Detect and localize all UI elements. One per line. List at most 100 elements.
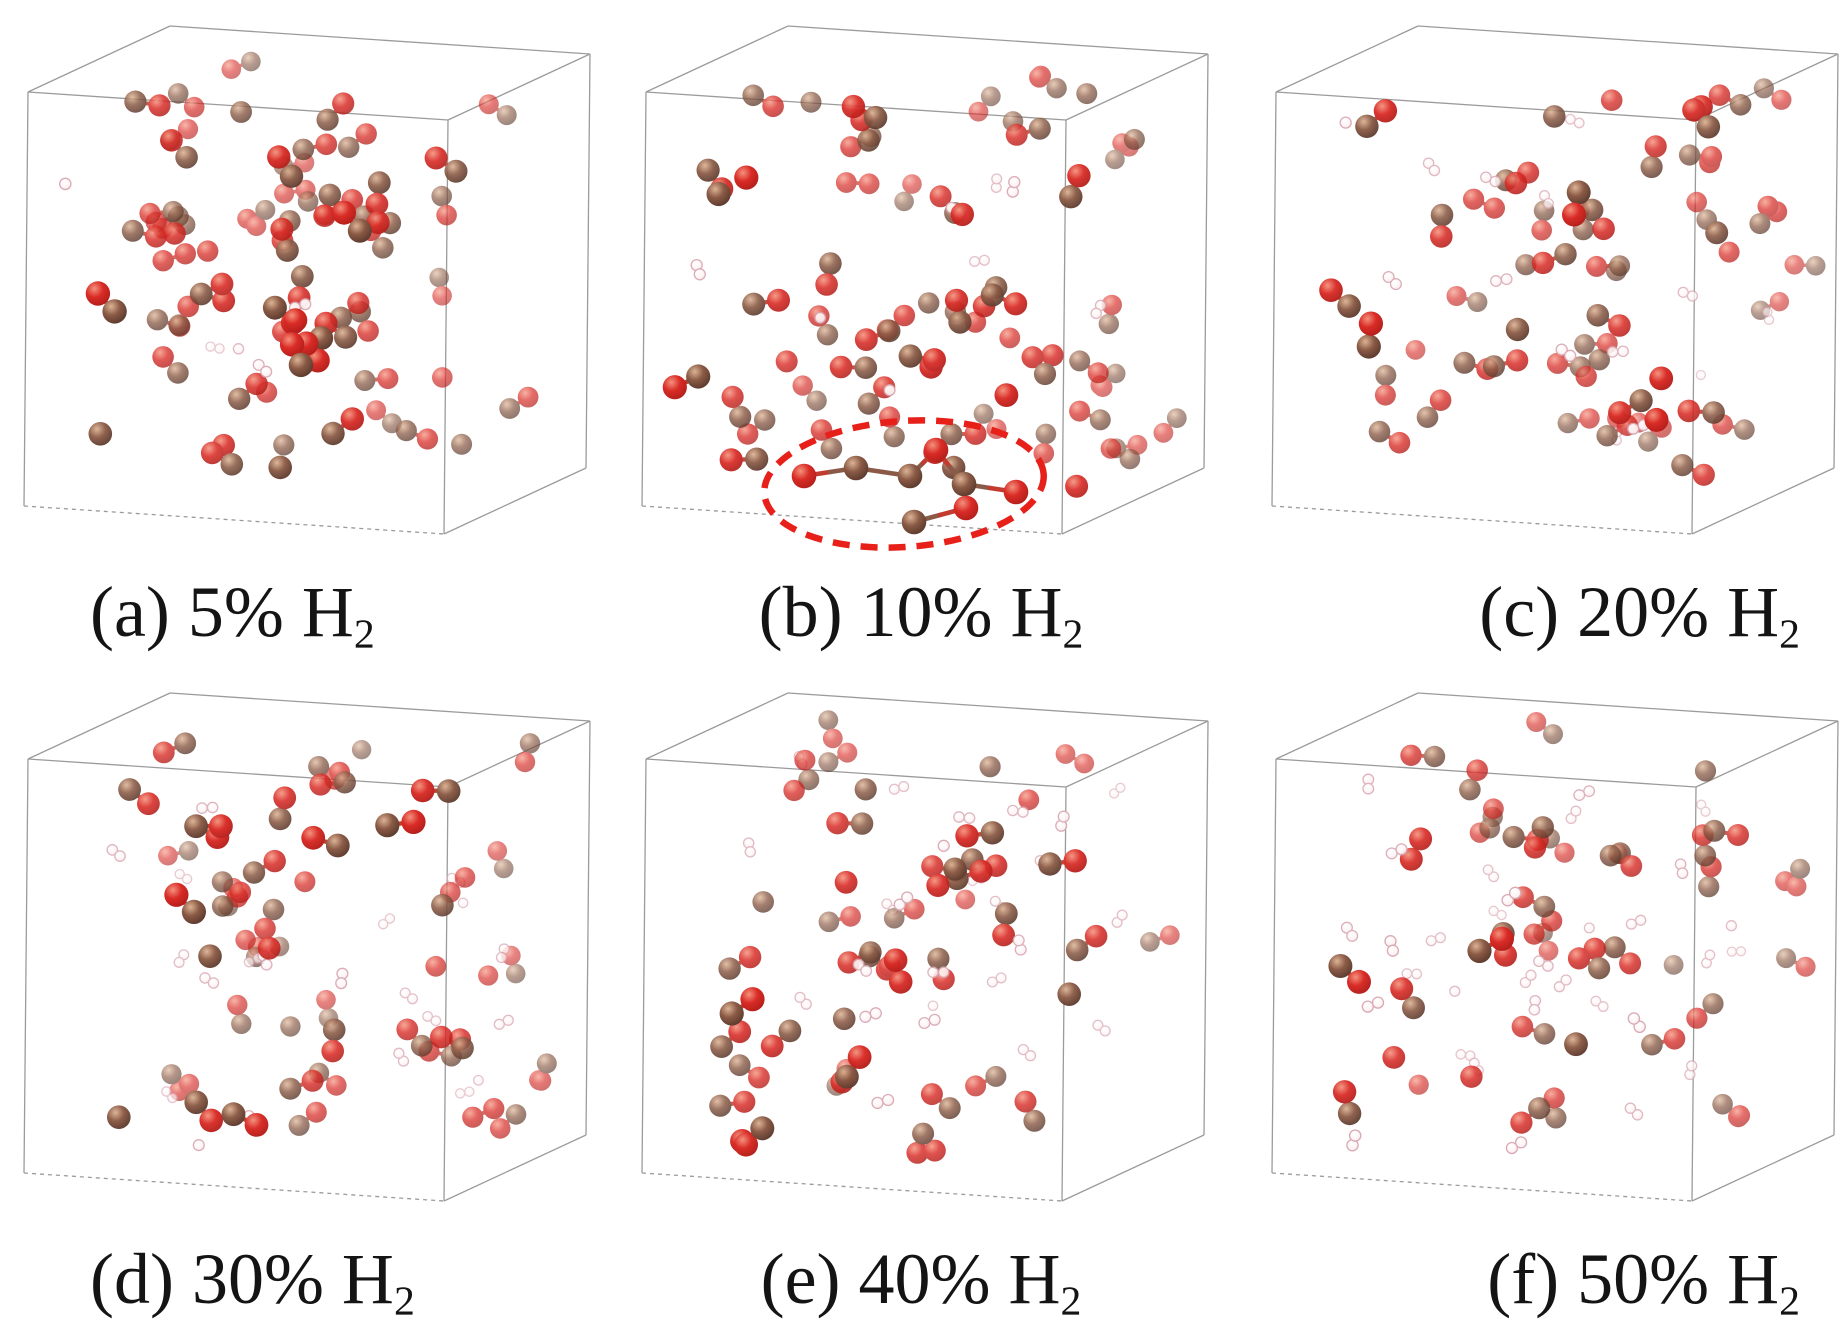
atom-c	[451, 433, 473, 455]
atom-h	[1382, 270, 1395, 284]
atom-c	[1729, 94, 1752, 116]
atom-o	[245, 372, 268, 396]
molecule-h2	[1012, 934, 1027, 956]
molecule-co	[955, 821, 1005, 848]
panel-b: (b) 10% H2	[614, 0, 1228, 667]
simulation-box-f	[1228, 673, 1842, 1229]
atom-o	[783, 779, 805, 802]
molecule-co	[1574, 333, 1618, 355]
atom-c	[898, 344, 922, 368]
atom-h	[1564, 349, 1577, 362]
atom-h	[1695, 369, 1707, 381]
atom-o	[401, 809, 426, 834]
atom-o	[994, 383, 1019, 407]
atom-h	[1489, 175, 1502, 188]
atom-c	[1599, 844, 1622, 867]
atom-h	[214, 343, 225, 354]
atom-h	[457, 897, 469, 909]
atom-o	[340, 407, 364, 431]
molecule-c	[351, 740, 372, 760]
molecule-o	[775, 350, 798, 373]
molecule-h2	[493, 1014, 514, 1030]
molecule-co	[719, 447, 769, 472]
molecule-co	[826, 812, 874, 835]
atom-o	[152, 741, 175, 764]
molecule-co	[410, 778, 461, 803]
atom-c	[1543, 724, 1563, 745]
molecule-co	[514, 733, 541, 773]
molecule-h2	[1425, 932, 1446, 947]
atom-o	[1579, 408, 1600, 429]
molecule-co	[719, 987, 765, 1026]
atom-h	[1434, 932, 1446, 944]
atom-o	[85, 281, 111, 306]
atom-h	[1583, 785, 1596, 798]
atom-o	[432, 286, 452, 306]
molecule-h2	[1501, 886, 1522, 907]
atom-h	[1633, 1020, 1646, 1034]
atom-o	[1504, 171, 1528, 195]
atom-o	[199, 1108, 223, 1133]
atom-o	[1729, 1105, 1751, 1126]
molecule-c	[832, 1007, 856, 1031]
atom-h	[406, 993, 419, 1005]
molecule-co	[818, 742, 858, 773]
atom-h	[794, 991, 806, 1004]
molecule-co	[321, 1018, 346, 1063]
atom-c	[279, 1077, 302, 1100]
molecule-o	[999, 327, 1021, 349]
atom-c	[1641, 1033, 1663, 1056]
simulation-box-b	[614, 6, 1228, 562]
molecule-o	[1018, 789, 1040, 811]
atom-o	[965, 1075, 987, 1097]
atom-c	[854, 778, 877, 801]
atom-c	[297, 191, 319, 212]
molecule-co	[718, 945, 762, 980]
atom-o	[1390, 977, 1414, 1001]
molecule-co	[1059, 164, 1091, 209]
atom-c	[161, 1064, 182, 1085]
atom-o	[1347, 969, 1371, 994]
atom-c	[321, 421, 345, 446]
molecule-h2	[174, 868, 193, 885]
atom-c	[499, 398, 521, 419]
atom-h	[1501, 893, 1514, 907]
atom-c	[1776, 948, 1797, 969]
molecule-co	[254, 898, 285, 940]
atom-o	[294, 871, 316, 893]
atom-h	[1057, 810, 1070, 823]
dissociation-chain	[791, 437, 1029, 535]
atom-c	[745, 447, 769, 471]
atom-h	[1704, 949, 1716, 961]
atom-c	[536, 1053, 557, 1074]
molecule-co	[940, 422, 987, 446]
atom-o	[148, 94, 171, 117]
molecule-co	[1510, 1097, 1551, 1134]
molecule-c	[1564, 1032, 1588, 1057]
atom-h	[1624, 1102, 1637, 1114]
atom-o	[273, 786, 297, 810]
molecule-h2	[1090, 299, 1107, 320]
molecule-co	[1065, 924, 1108, 962]
molecule-o	[1649, 366, 1674, 391]
molecule-h2	[106, 844, 126, 862]
atom-o	[326, 1075, 347, 1096]
molecule-h	[232, 343, 245, 355]
molecular-box-svg	[641, 25, 1209, 551]
atom-o	[200, 441, 224, 465]
atom-c	[107, 1105, 131, 1129]
atom-c	[1098, 313, 1119, 335]
atom-c	[174, 732, 197, 755]
atom-o	[1620, 855, 1643, 877]
atom-c	[1712, 1093, 1733, 1115]
atom-o	[209, 814, 233, 839]
caption-subscript: 2	[353, 611, 375, 658]
atom-o	[1004, 292, 1028, 316]
atom-o	[254, 917, 276, 940]
atom-c	[901, 509, 927, 535]
molecule-co	[1708, 84, 1752, 116]
molecules-layer	[1319, 78, 1826, 486]
atom-h	[243, 956, 255, 968]
atom-c	[505, 1104, 527, 1125]
atom-c	[505, 963, 526, 984]
